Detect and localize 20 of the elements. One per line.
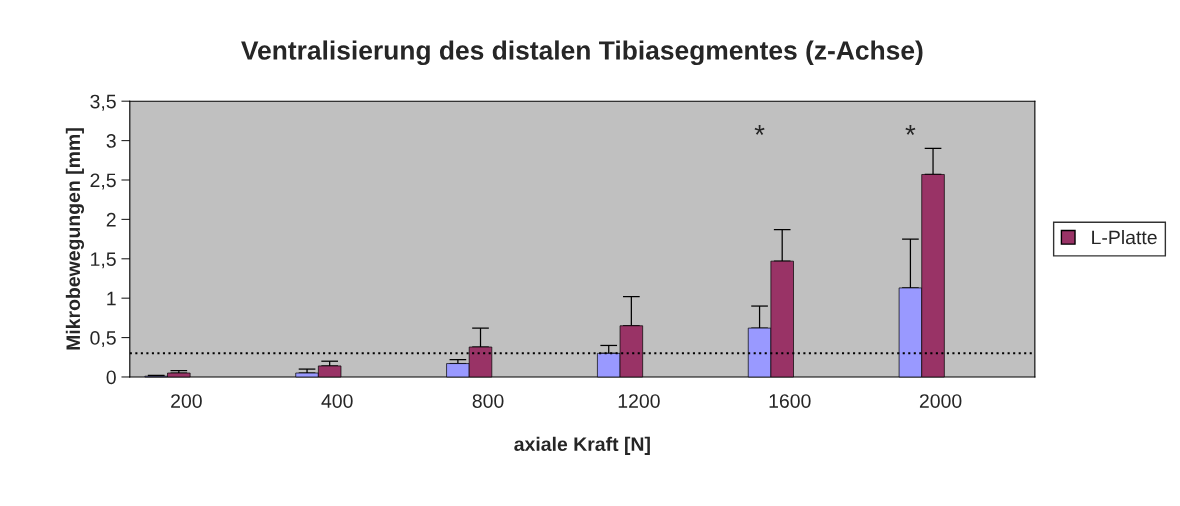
annotation: * (905, 125, 916, 135)
x-tick-label: 400 (321, 394, 353, 408)
x-tick-label: 1200 (618, 394, 660, 408)
x-tick-label: 200 (171, 394, 202, 408)
chart-title: Ventralisierung des distalen Tibiasegmentes (z-Achse) (241, 40, 923, 66)
y-tick-label: 0 (106, 370, 116, 385)
legend-label: L-Platte (1092, 230, 1157, 245)
y-tick-label: 1,5 (91, 252, 116, 269)
y-tick-label: 2,5 (90, 173, 116, 190)
y-tick-label: 3,5 (90, 94, 116, 111)
y-tick-label: 0,5 (90, 331, 116, 348)
y-tick-label: 3 (106, 134, 116, 148)
x-tick-label: 2000 (919, 394, 962, 408)
x-tick-label: 800 (472, 394, 504, 408)
y-tick-label: 2 (106, 212, 116, 227)
annotation: * (754, 125, 765, 135)
y-tick-label: 1 (107, 291, 116, 306)
x-tick-label: 1600 (769, 394, 811, 408)
y-axis-title: Mikrobewegungen [mm] (65, 128, 85, 350)
x-axis-title: axiale Kraft [N] (514, 436, 650, 455)
